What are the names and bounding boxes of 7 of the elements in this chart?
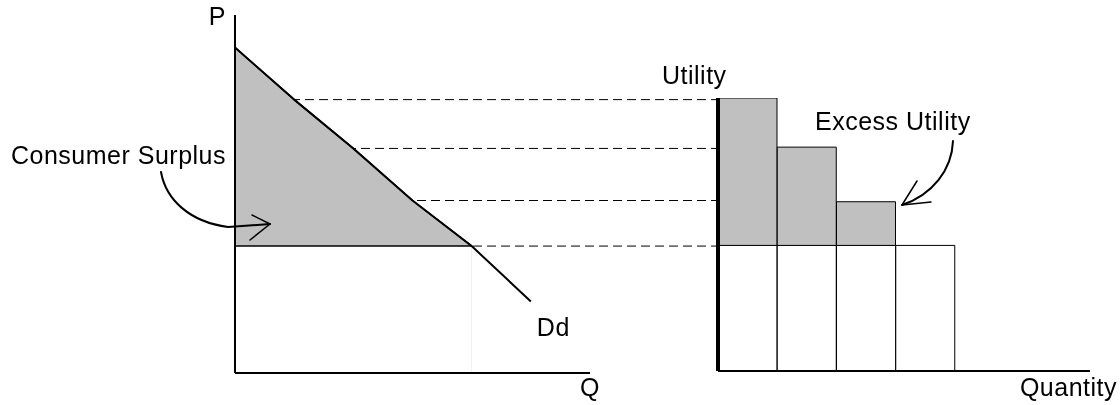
series-label: Dd	[536, 313, 570, 342]
series-label: Excess Utility	[815, 107, 971, 135]
y-axis-title: Utility	[662, 61, 727, 89]
x-axis-title: Quantity	[1019, 373, 1117, 401]
y-axis-title: P	[208, 2, 226, 30]
series-label: Consumer Surplus	[10, 141, 226, 169]
x-axis-title: Q	[580, 373, 600, 401]
